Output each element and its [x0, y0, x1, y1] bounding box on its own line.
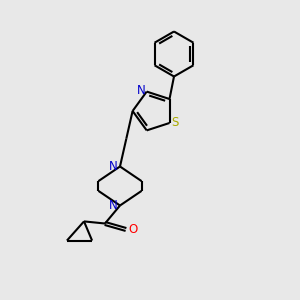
- Text: S: S: [171, 116, 178, 130]
- Text: N: N: [109, 160, 118, 173]
- Text: N: N: [137, 84, 146, 97]
- Text: N: N: [109, 199, 118, 212]
- Text: O: O: [128, 223, 137, 236]
